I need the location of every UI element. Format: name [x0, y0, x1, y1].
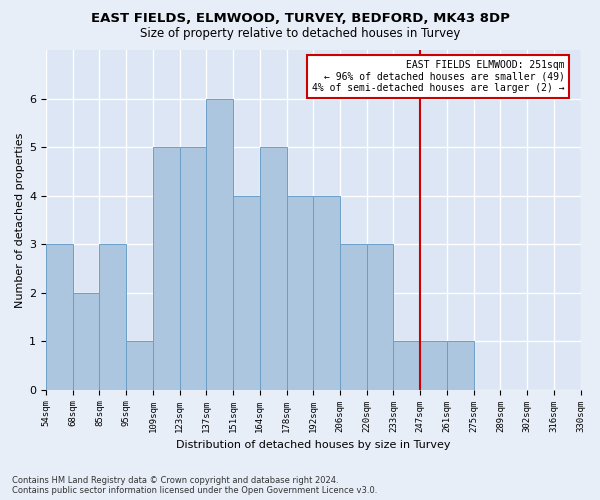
X-axis label: Distribution of detached houses by size in Turvey: Distribution of detached houses by size …: [176, 440, 451, 450]
Bar: [153, 147, 179, 390]
Bar: [100, 244, 126, 390]
Bar: [313, 196, 340, 390]
Bar: [340, 244, 367, 390]
Bar: [73, 292, 100, 390]
Bar: [367, 244, 394, 390]
Bar: [420, 341, 447, 390]
Text: Size of property relative to detached houses in Turvey: Size of property relative to detached ho…: [140, 28, 460, 40]
Bar: [394, 341, 420, 390]
Bar: [206, 98, 233, 390]
Bar: [179, 147, 206, 390]
Text: Contains HM Land Registry data © Crown copyright and database right 2024.
Contai: Contains HM Land Registry data © Crown c…: [12, 476, 377, 495]
Bar: [260, 147, 287, 390]
Text: EAST FIELDS ELMWOOD: 251sqm
← 96% of detached houses are smaller (49)
4% of semi: EAST FIELDS ELMWOOD: 251sqm ← 96% of det…: [312, 60, 565, 94]
Bar: [287, 196, 313, 390]
Bar: [233, 196, 260, 390]
Bar: [126, 341, 153, 390]
Bar: [447, 341, 473, 390]
Y-axis label: Number of detached properties: Number of detached properties: [15, 132, 25, 308]
Bar: [46, 244, 73, 390]
Text: EAST FIELDS, ELMWOOD, TURVEY, BEDFORD, MK43 8DP: EAST FIELDS, ELMWOOD, TURVEY, BEDFORD, M…: [91, 12, 509, 26]
